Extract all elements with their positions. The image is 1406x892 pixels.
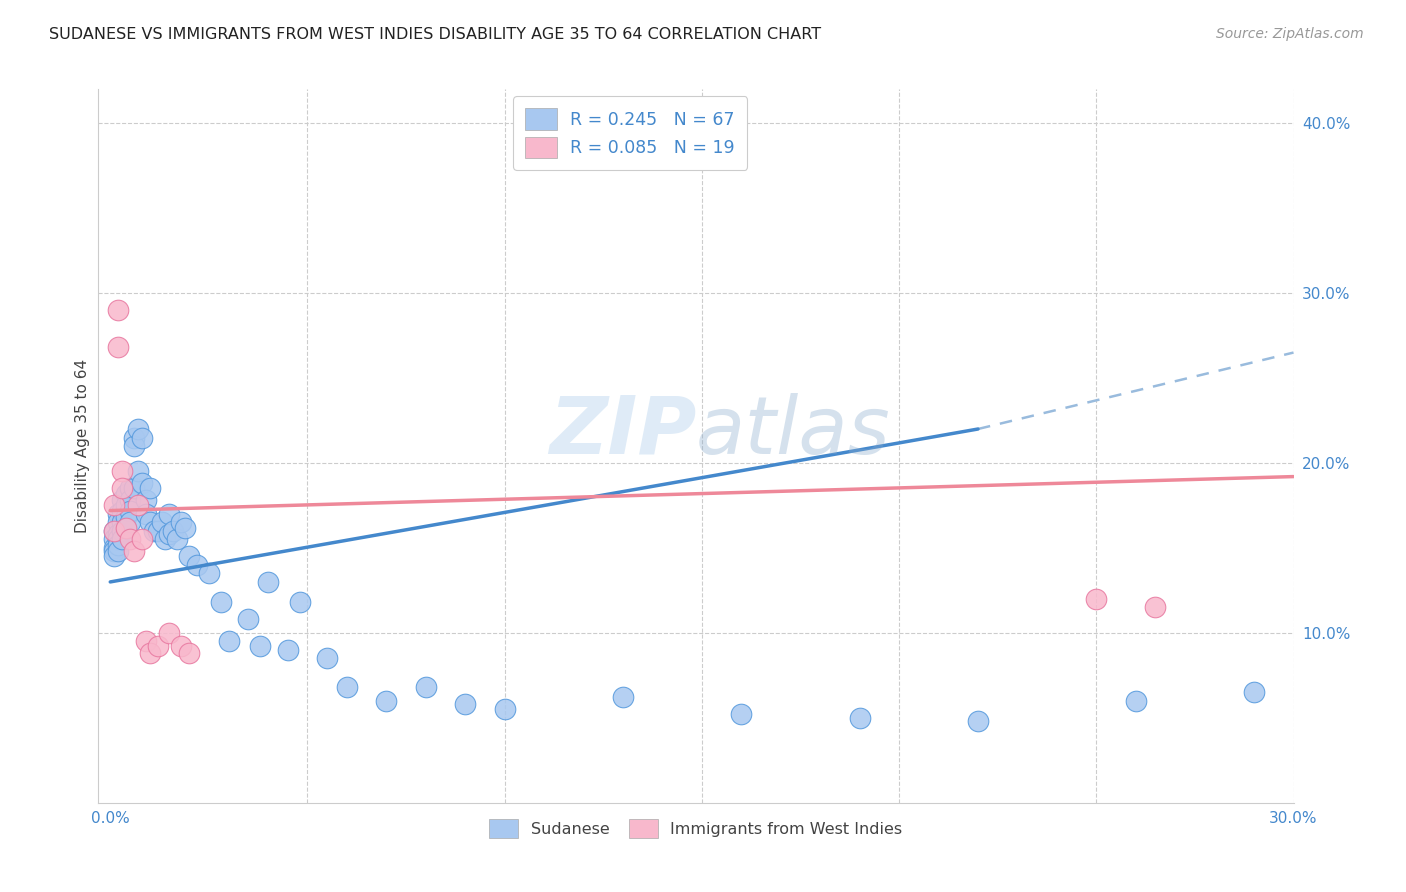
Point — [111, 533, 134, 547]
Point — [111, 493, 134, 508]
Point — [111, 516, 134, 530]
Point — [103, 524, 125, 538]
Point — [103, 533, 125, 547]
Point — [103, 499, 125, 513]
Point — [1243, 685, 1265, 699]
Point — [135, 634, 157, 648]
Point — [115, 510, 138, 524]
Point — [131, 533, 153, 547]
Point — [111, 524, 134, 538]
Point — [848, 711, 870, 725]
Point — [179, 549, 201, 564]
Point — [336, 680, 359, 694]
Point — [111, 503, 134, 517]
Point — [166, 533, 188, 547]
Point — [138, 482, 160, 496]
Point — [107, 527, 129, 541]
Point — [415, 680, 437, 694]
Point — [209, 595, 232, 609]
Point — [131, 430, 153, 444]
Legend: Sudanese, Immigrants from West Indies: Sudanese, Immigrants from West Indies — [484, 813, 908, 845]
Point — [127, 422, 149, 436]
Point — [155, 533, 177, 547]
Point — [454, 698, 477, 712]
Point — [115, 520, 138, 534]
Point — [146, 640, 169, 654]
Point — [138, 646, 160, 660]
Point — [135, 507, 157, 521]
Text: ZIP: ZIP — [548, 392, 696, 471]
Point — [103, 544, 125, 558]
Point — [118, 503, 141, 517]
Point — [118, 493, 141, 508]
Point — [107, 533, 129, 547]
Point — [103, 549, 125, 564]
Point — [103, 541, 125, 555]
Point — [967, 714, 990, 729]
Point — [238, 612, 260, 626]
Point — [122, 439, 145, 453]
Point — [138, 516, 160, 530]
Point — [127, 499, 149, 513]
Point — [146, 524, 169, 538]
Point — [122, 482, 145, 496]
Point — [107, 303, 129, 318]
Point — [107, 507, 129, 521]
Point — [170, 640, 193, 654]
Text: SUDANESE VS IMMIGRANTS FROM WEST INDIES DISABILITY AGE 35 TO 64 CORRELATION CHAR: SUDANESE VS IMMIGRANTS FROM WEST INDIES … — [49, 27, 821, 42]
Point — [277, 643, 299, 657]
Text: atlas: atlas — [696, 392, 891, 471]
Point — [107, 544, 129, 558]
Point — [115, 486, 138, 500]
Point — [157, 527, 180, 541]
Point — [122, 544, 145, 558]
Point — [157, 626, 180, 640]
Point — [257, 574, 280, 589]
Point — [1125, 694, 1147, 708]
Point — [115, 520, 138, 534]
Point — [107, 516, 129, 530]
Point — [174, 520, 197, 534]
Point — [118, 482, 141, 496]
Point — [103, 524, 125, 538]
Y-axis label: Disability Age 35 to 64: Disability Age 35 to 64 — [75, 359, 90, 533]
Point — [107, 537, 129, 551]
Point — [150, 516, 173, 530]
Point — [375, 694, 398, 708]
Point — [111, 482, 134, 496]
Point — [162, 524, 184, 538]
Point — [730, 707, 752, 722]
Point — [131, 476, 153, 491]
Point — [127, 465, 149, 479]
Point — [118, 533, 141, 547]
Point — [142, 524, 165, 538]
Point — [186, 558, 208, 572]
Point — [1144, 600, 1167, 615]
Point — [135, 493, 157, 508]
Text: Source: ZipAtlas.com: Source: ZipAtlas.com — [1216, 27, 1364, 41]
Point — [157, 507, 180, 521]
Point — [1085, 591, 1108, 606]
Point — [122, 430, 145, 444]
Point — [288, 595, 311, 609]
Point — [118, 516, 141, 530]
Point — [249, 640, 271, 654]
Point — [316, 651, 339, 665]
Point — [198, 566, 221, 581]
Point — [115, 499, 138, 513]
Point — [494, 702, 516, 716]
Point — [170, 516, 193, 530]
Point — [111, 465, 134, 479]
Point — [612, 690, 634, 705]
Point — [107, 341, 129, 355]
Point — [179, 646, 201, 660]
Point — [218, 634, 240, 648]
